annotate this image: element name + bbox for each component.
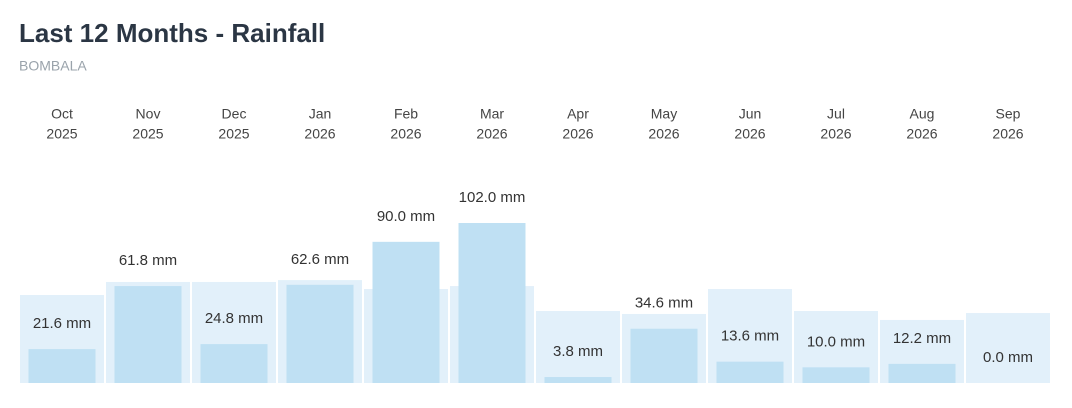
x-tick-label: Jun — [739, 106, 762, 122]
x-tick-label: Mar — [480, 106, 504, 122]
x-tick-label: 2026 — [906, 126, 937, 142]
x-tick-label: 2026 — [390, 126, 421, 142]
x-tick-label: Feb — [394, 106, 418, 122]
value-label: 90.0 mm — [377, 208, 435, 225]
x-tick-label: 2026 — [562, 126, 593, 142]
x-tick-label: 2025 — [46, 126, 77, 142]
x-tick-label: Dec — [222, 106, 247, 122]
x-tick-label: 2026 — [734, 126, 765, 142]
bar — [630, 328, 698, 383]
value-label: 12.2 mm — [893, 330, 951, 347]
bar — [888, 363, 956, 383]
value-label: 21.6 mm — [33, 315, 91, 332]
x-tick-label: Oct — [51, 106, 73, 122]
value-label: 10.0 mm — [807, 333, 865, 350]
bar — [372, 241, 440, 383]
x-tick-label: 2026 — [648, 126, 679, 142]
bar — [28, 349, 96, 383]
value-label: 24.8 mm — [205, 310, 263, 327]
x-tick-label: 2025 — [218, 126, 249, 142]
bar — [286, 284, 354, 383]
bar — [458, 223, 526, 383]
chart-title: Last 12 Months - Rainfall — [19, 18, 325, 48]
bar — [544, 377, 612, 383]
value-label: 3.8 mm — [553, 343, 603, 360]
x-tick-label: Apr — [567, 106, 589, 122]
x-tick-label: 2026 — [476, 126, 507, 142]
bar — [114, 286, 182, 383]
bar — [802, 367, 870, 383]
x-tick-label: Jan — [309, 106, 332, 122]
value-label: 13.6 mm — [721, 328, 779, 345]
x-tick-label: Jul — [827, 106, 845, 122]
x-tick-label: 2025 — [132, 126, 163, 142]
bar — [200, 344, 268, 383]
value-label: 62.6 mm — [291, 251, 349, 268]
x-tick-label: 2026 — [820, 126, 851, 142]
chart-subtitle: BOMBALA — [19, 58, 87, 74]
value-label: 102.0 mm — [459, 189, 526, 206]
x-tick-label: 2026 — [304, 126, 335, 142]
background-bar — [966, 313, 1050, 383]
bar — [716, 361, 784, 383]
x-tick-label: Nov — [136, 106, 161, 122]
x-tick-label: Sep — [996, 106, 1021, 122]
value-label: 61.8 mm — [119, 252, 177, 269]
value-label: 0.0 mm — [983, 349, 1033, 366]
x-tick-label: Aug — [910, 106, 935, 122]
x-tick-label: 2026 — [992, 126, 1023, 142]
x-tick-label: May — [651, 106, 677, 122]
value-label: 34.6 mm — [635, 295, 693, 312]
background-bar — [536, 311, 620, 383]
